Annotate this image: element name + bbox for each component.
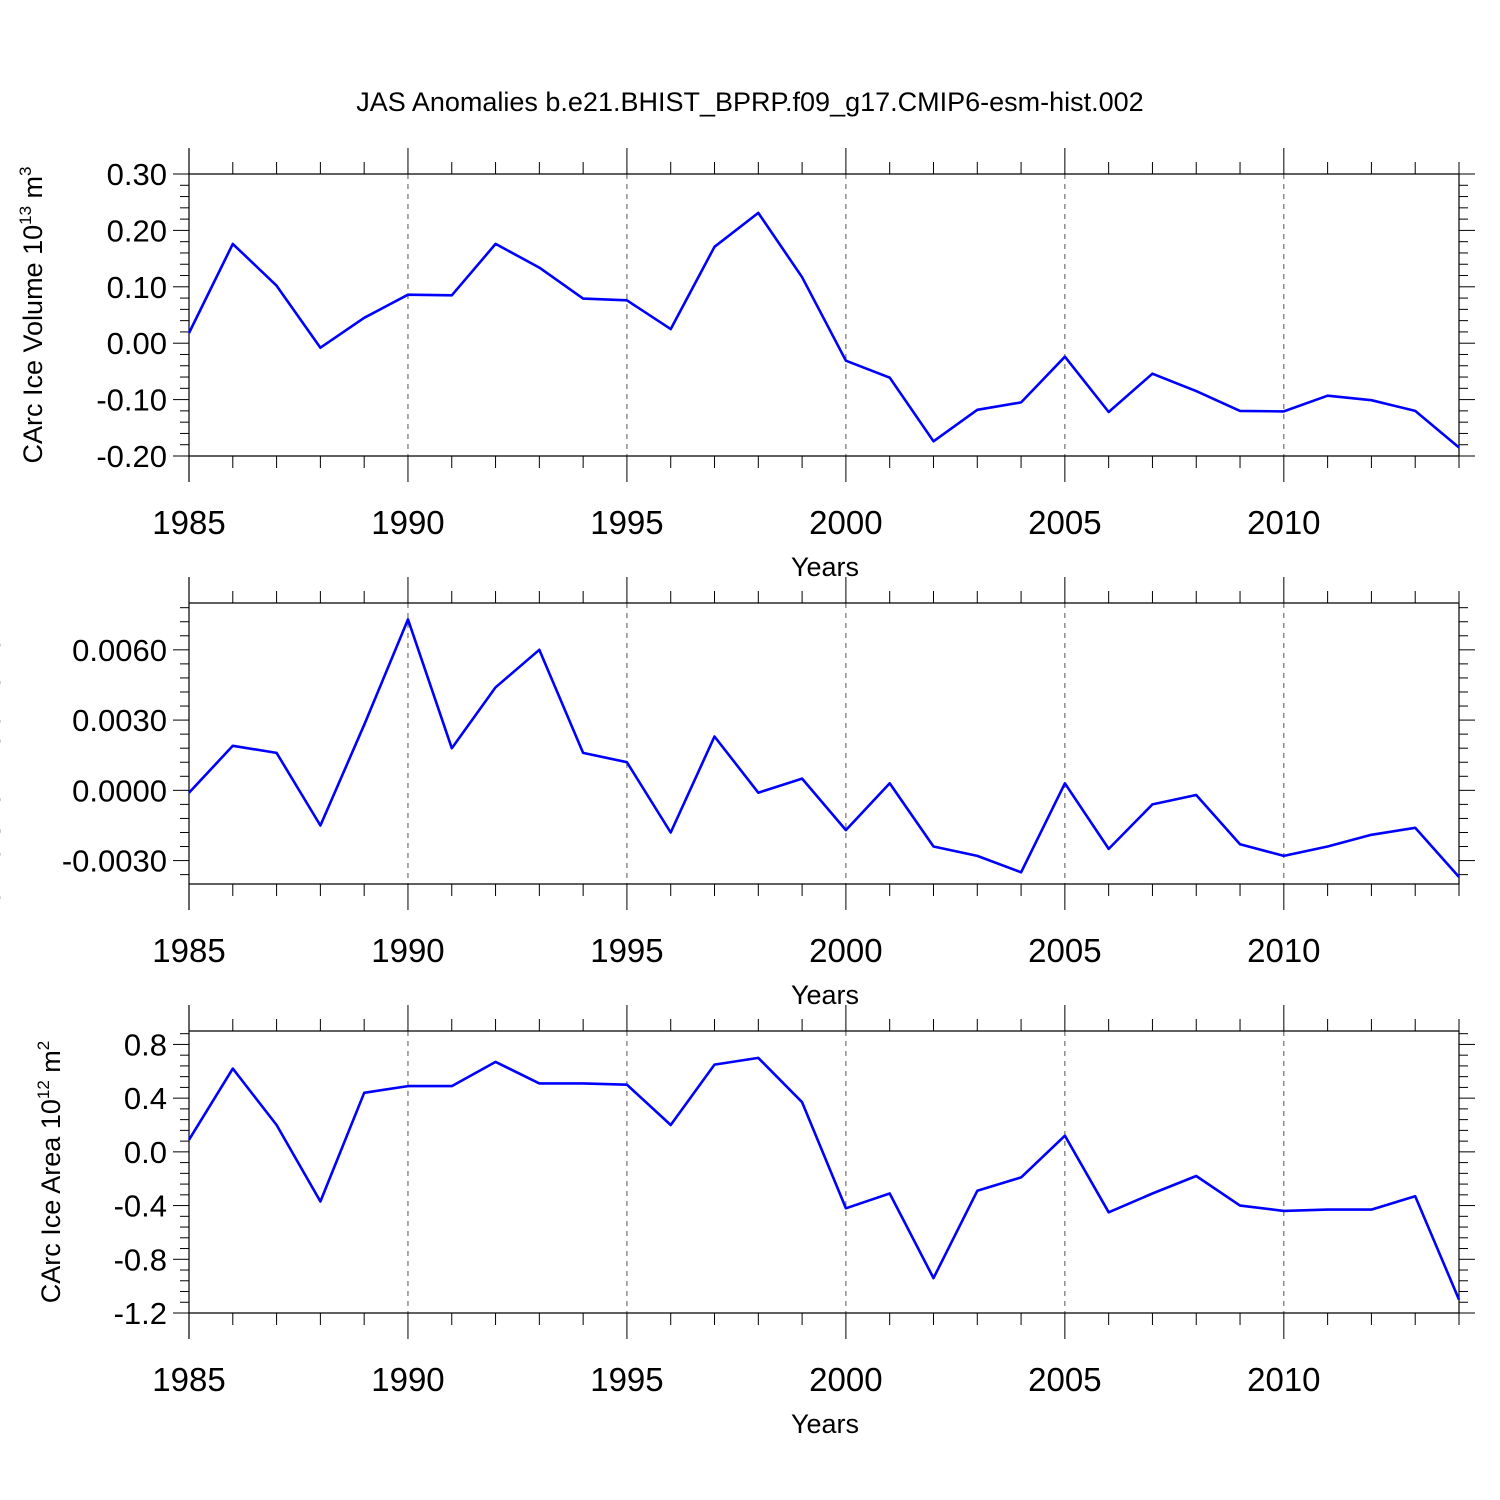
- y-tick-label: 0.0030: [72, 703, 167, 738]
- y-tick-label: 0.20: [107, 213, 167, 248]
- x-axis-label: Years: [791, 1409, 859, 1439]
- y-tick-label: 0.10: [107, 270, 167, 305]
- y-tick-label: -0.20: [96, 439, 167, 474]
- x-tick-label: 2005: [1028, 504, 1101, 541]
- x-tick-label: 1995: [590, 932, 663, 969]
- panel-3: 1985 1990 1995 2000 2005 2010 -1.2 -0.8 -0.4 0.0 0…: [34, 1005, 1475, 1439]
- x-axis-label: Years: [791, 552, 859, 582]
- x-tick-label: 1990: [371, 1361, 444, 1398]
- x-tick-label: 1995: [590, 1361, 663, 1398]
- x-tick-label: 1985: [152, 1361, 225, 1398]
- y-label-superscript: 12: [34, 1080, 53, 1099]
- y-tick-label: -0.0030: [62, 844, 167, 879]
- figure-title: JAS Anomalies b.e21.BHIST_BPRP.f09_g17.C…: [356, 87, 1143, 117]
- y-tick-label: -0.10: [96, 383, 167, 418]
- y-label-text: CArc Ice Area 10: [36, 1099, 66, 1303]
- x-tick-label: 2010: [1247, 504, 1320, 541]
- x-axis-label: Years: [791, 980, 859, 1010]
- y-axis-label: CArc Snow Volume 1013 m3: [0, 579, 6, 908]
- series-line: [188, 618, 1460, 878]
- y-label-superscript: 13: [16, 206, 35, 225]
- x-tick-label: 1985: [152, 504, 225, 541]
- x-tick-label: 2005: [1028, 1361, 1101, 1398]
- x-tick-label: 2000: [809, 504, 882, 541]
- y-tick-label: -0.8: [114, 1242, 167, 1277]
- x-tick-label: 2005: [1028, 932, 1101, 969]
- y-tick-label: -0.4: [114, 1189, 167, 1224]
- y-tick-label: 0.00: [107, 326, 167, 361]
- panel-1: 1985 1990 1995 2000 2005 2010 -0.20 -0.10 0.00 0.…: [16, 148, 1475, 582]
- y-label-superscript: 3: [16, 166, 35, 175]
- y-label-text: CArc Snow Volume 10: [0, 638, 6, 908]
- y-tick-label: 0.4: [124, 1081, 167, 1116]
- x-tick-label: 2010: [1247, 1361, 1320, 1398]
- y-tick-label: 0.0000: [72, 773, 167, 808]
- panels: 1985 1990 1995 2000 2005 2010 -0.20 -0.10 0.00 0.…: [0, 148, 1475, 1439]
- series-line: [187, 211, 1460, 449]
- y-tick-label: 0.0060: [72, 633, 167, 668]
- series-line: [187, 1056, 1461, 1301]
- y-label-text: m: [18, 176, 48, 206]
- y-axis-label: CArc Ice Area 1012 m2: [34, 1041, 66, 1304]
- x-tick-label: 1990: [371, 504, 444, 541]
- x-tick-label: 1990: [371, 932, 444, 969]
- x-tick-label: 2000: [809, 932, 882, 969]
- y-tick-label: -1.2: [114, 1296, 167, 1331]
- x-tick-label: 1995: [590, 504, 663, 541]
- y-label-text: m: [36, 1050, 66, 1080]
- y-label-text: m: [0, 589, 6, 619]
- y-label-text: CArc Ice Volume 10: [18, 225, 48, 464]
- y-tick-label: 0.8: [124, 1027, 167, 1062]
- y-label-superscript: 2: [34, 1041, 53, 1050]
- y-tick-label: 0.0: [124, 1135, 167, 1170]
- x-tick-label: 2000: [809, 1361, 882, 1398]
- x-tick-label: 2010: [1247, 932, 1320, 969]
- y-axis-label: CArc Ice Volume 1013 m3: [16, 166, 48, 463]
- y-tick-label: 0.30: [107, 157, 167, 192]
- x-tick-label: 1985: [152, 932, 225, 969]
- panel-2: 1985 1990 1995 2000 2005 2010 -0.0030 0.0000 0.0…: [0, 577, 1475, 1010]
